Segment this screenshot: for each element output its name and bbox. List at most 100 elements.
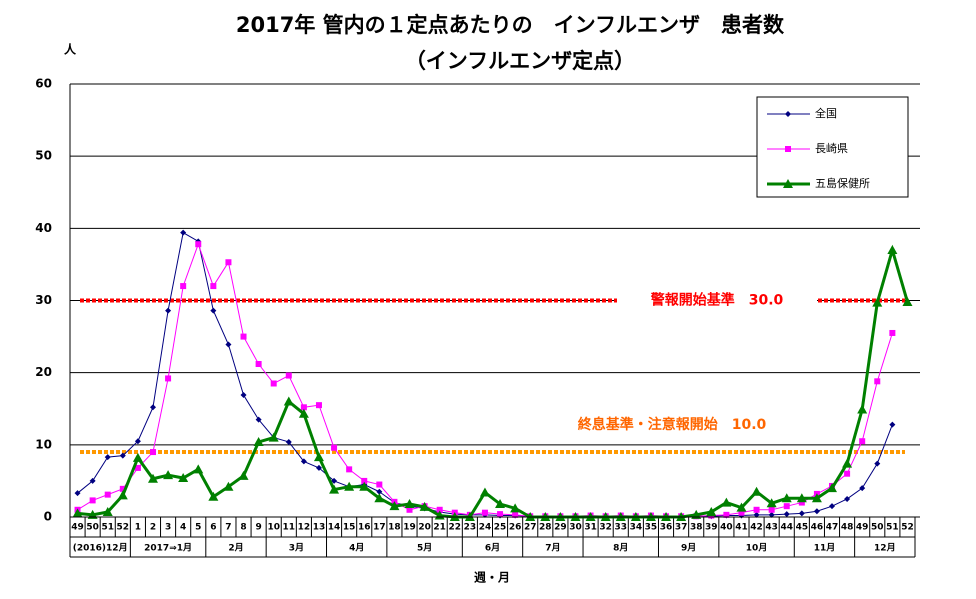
point	[768, 511, 775, 518]
point	[389, 501, 400, 511]
point	[283, 396, 294, 406]
point	[149, 449, 156, 456]
point	[315, 402, 322, 409]
point	[119, 452, 126, 459]
x-tick-label: 50	[86, 523, 99, 533]
x-tick-label: 25	[494, 523, 507, 533]
point	[706, 506, 717, 516]
point	[223, 481, 234, 491]
point	[104, 491, 111, 498]
x-tick-label: 52	[901, 523, 914, 533]
point	[147, 473, 158, 483]
x-tick-label: 29	[554, 523, 567, 533]
point	[479, 487, 490, 497]
x-tick-label: 24	[479, 523, 492, 533]
point	[406, 506, 413, 513]
x-tick-label: 13	[313, 523, 326, 533]
series-line	[77, 242, 893, 517]
x-tick-label: 33	[614, 523, 627, 533]
x-tick-label: 28	[539, 523, 552, 533]
point	[117, 490, 128, 500]
month-label: 3月	[289, 543, 304, 554]
x-tick-label: 37	[675, 523, 688, 533]
x-tick-label: 14	[328, 523, 341, 533]
point	[829, 503, 836, 510]
month-label: 7月	[545, 543, 560, 554]
point	[346, 466, 353, 473]
point	[210, 307, 217, 314]
x-tick-label: 48	[841, 523, 854, 533]
x-tick-label: 41	[735, 523, 748, 533]
point	[253, 436, 264, 446]
x-tick-label: 51	[886, 523, 899, 533]
point	[859, 438, 866, 445]
point	[180, 283, 187, 290]
chart-title: 2017年 管内の１定点あたりの インフルエンザ 患者数	[236, 13, 785, 37]
y-tick-label: 20	[35, 365, 52, 379]
legend-label: 五島保健所	[815, 176, 870, 190]
x-tick-label: 40	[720, 523, 733, 533]
point	[811, 493, 822, 503]
x-tick-label: 35	[645, 523, 658, 533]
point	[751, 486, 762, 496]
point	[132, 452, 143, 462]
point	[753, 511, 760, 518]
point	[72, 508, 83, 518]
y-tick-label: 40	[35, 221, 52, 235]
point	[331, 444, 338, 451]
point	[753, 506, 760, 513]
point	[313, 452, 324, 462]
point	[240, 392, 247, 399]
point	[329, 484, 340, 494]
point	[902, 296, 913, 306]
chart-subtitle: （インフルエンザ定点）	[405, 49, 635, 73]
point	[781, 493, 792, 503]
month-label: 2月	[228, 543, 243, 554]
point	[510, 503, 521, 513]
x-tick-label: 6	[210, 523, 216, 533]
legend-label: 長崎県	[815, 141, 848, 155]
x-tick-label: 42	[750, 523, 763, 533]
series-line	[77, 244, 909, 519]
point	[497, 511, 504, 518]
x-tick-label: 5	[195, 523, 201, 533]
point	[813, 508, 820, 515]
point	[796, 493, 807, 503]
point	[874, 460, 881, 467]
point	[104, 454, 111, 461]
x-tick-label: 2	[150, 523, 156, 533]
x-tick-label: 21	[433, 523, 446, 533]
month-label: 6月	[485, 543, 500, 554]
point	[163, 470, 174, 480]
point	[165, 307, 172, 314]
month-label: 5月	[417, 543, 432, 554]
point	[315, 464, 322, 471]
x-tick-label: 16	[358, 523, 371, 533]
point	[889, 421, 896, 428]
x-tick-label: 19	[403, 523, 416, 533]
point	[768, 506, 775, 513]
x-tick-label: 45	[796, 523, 809, 533]
point	[857, 404, 868, 414]
x-tick-label: 17	[373, 523, 386, 533]
point	[723, 511, 730, 518]
y-unit: 人	[64, 42, 77, 57]
point	[404, 499, 415, 509]
point	[344, 481, 355, 491]
point	[298, 408, 309, 418]
point	[481, 509, 488, 516]
point	[783, 511, 790, 518]
point	[178, 473, 189, 483]
month-label: 10月	[746, 543, 768, 554]
x-tick-label: 38	[690, 523, 703, 533]
y-tick-label: 60	[35, 77, 52, 91]
point	[89, 477, 96, 484]
x-tick-label: 10	[267, 523, 280, 533]
point	[889, 329, 896, 336]
point	[225, 259, 232, 266]
y-tick-label: 10	[35, 437, 52, 451]
point	[361, 477, 368, 484]
x-tick-label: 3	[165, 523, 171, 533]
point	[887, 244, 898, 254]
